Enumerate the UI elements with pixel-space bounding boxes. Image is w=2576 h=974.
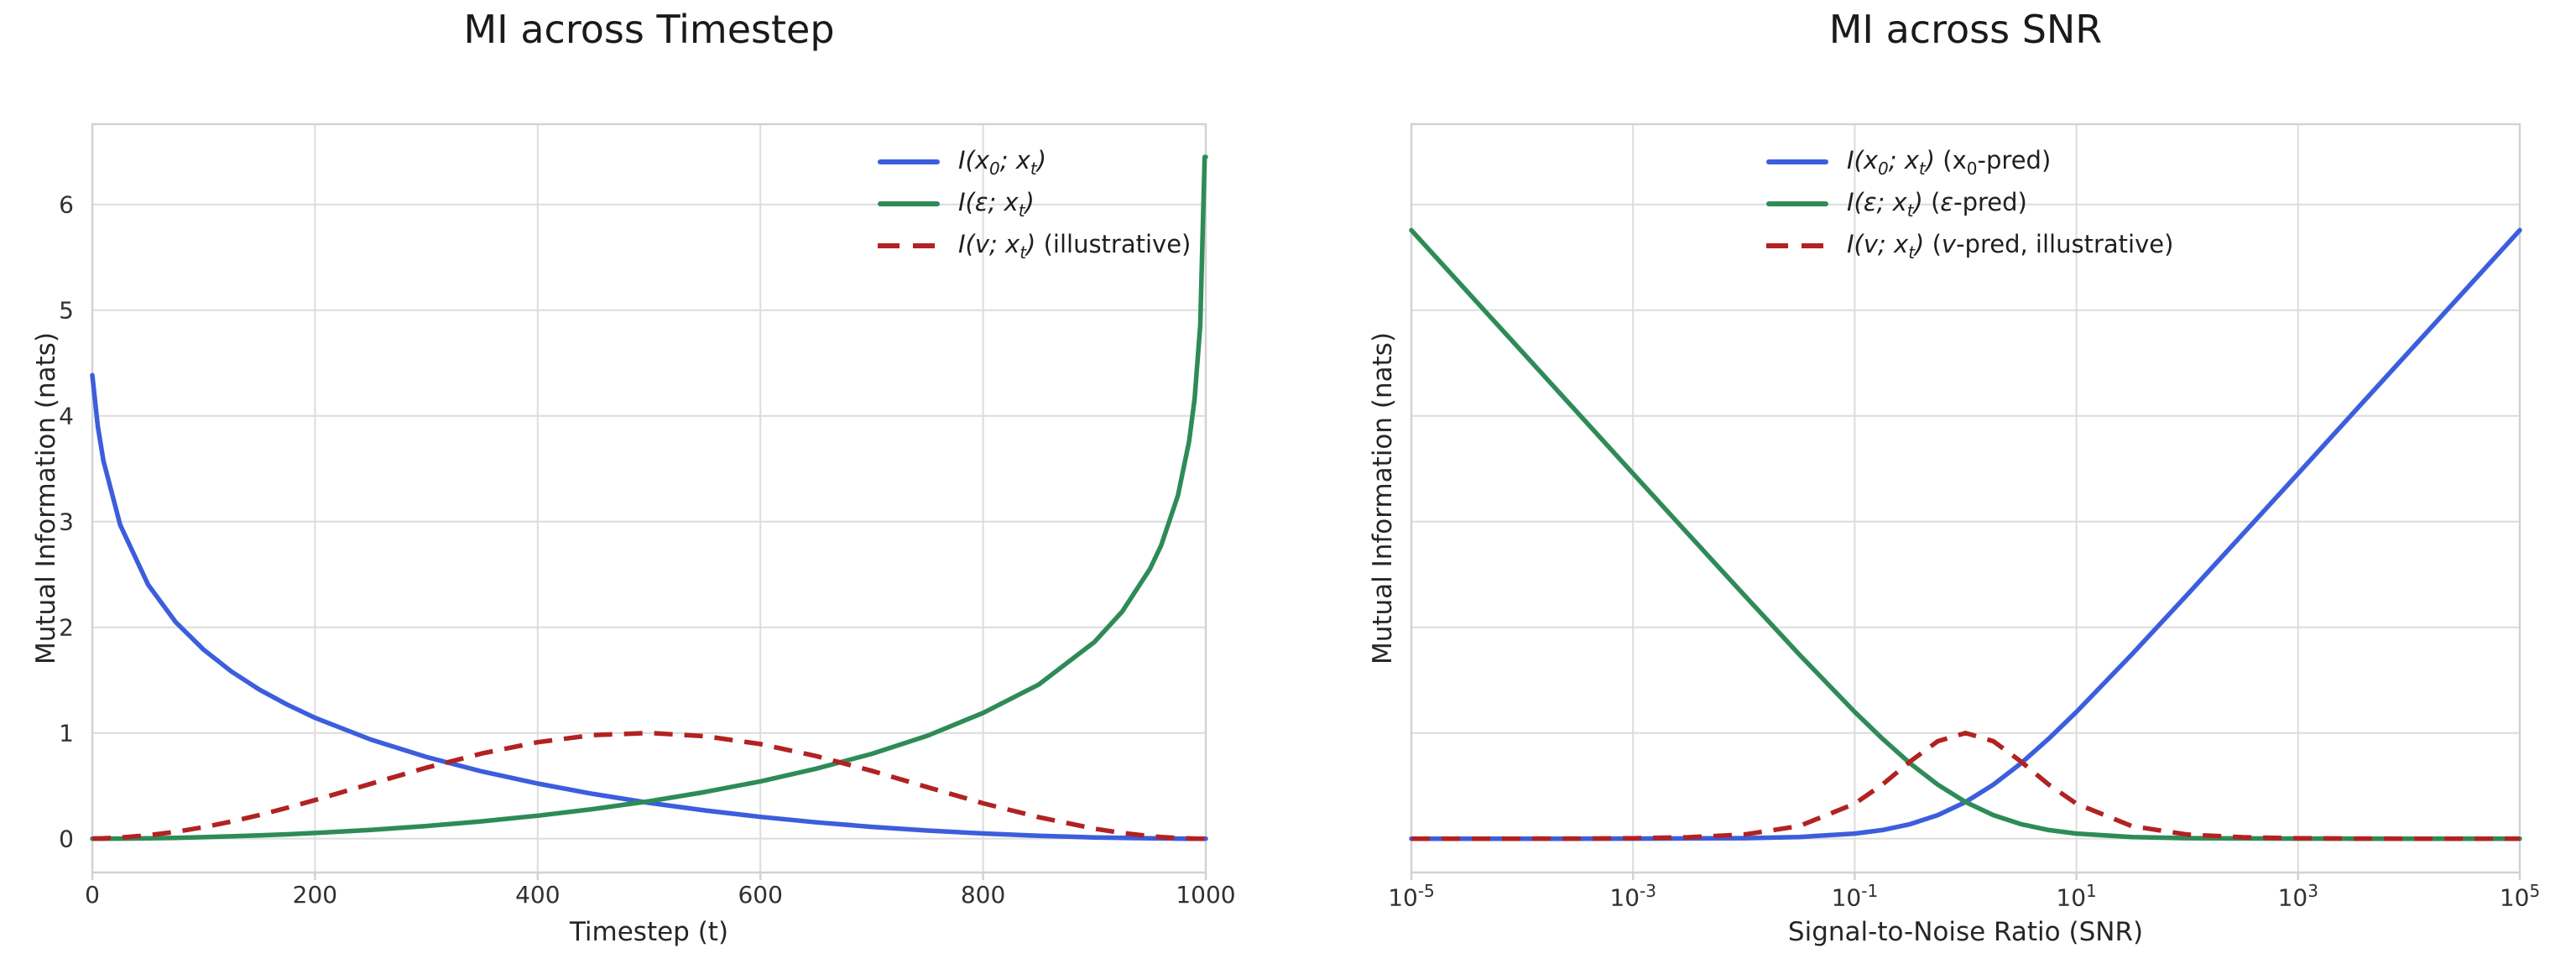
legend-item: I(x0; xt) (x0-pred) <box>1766 141 2173 183</box>
legend-label: I(ε; xt) (ε-pred) <box>1847 187 2027 221</box>
legend-item: I(v; xt) (v-pred, illustrative) <box>1766 225 2173 267</box>
series-curve-2 <box>91 730 1207 841</box>
y-tick-label: 1 <box>59 719 74 747</box>
x-tick-label: 200 <box>292 881 338 909</box>
dashed-line-swatch-icon <box>878 243 940 248</box>
axes-spines <box>1410 122 2521 874</box>
solid-line-swatch-icon <box>878 201 940 206</box>
legend-item: I(x0; xt) <box>878 141 1191 183</box>
left-xaxis-label: Timestep (t) <box>569 917 729 947</box>
x-tick-label: 10-5 <box>1388 881 1435 912</box>
right-xaxis-label: Signal-to-Noise Ratio (SNR) <box>1787 917 2144 947</box>
x-tick-label: 10-3 <box>1609 881 1656 912</box>
dashed-line-swatch-icon <box>1766 243 1828 248</box>
legend: I(x0; xt) I(ε; xt) I(v; xt) (illustrative) <box>878 141 1191 267</box>
y-tick-label: 6 <box>59 190 74 219</box>
x-tick-label: 400 <box>515 881 561 909</box>
solid-line-swatch-icon <box>878 159 940 164</box>
x-tick-label: 0 <box>85 881 100 909</box>
legend-label: I(x0; xt) (x0-pred) <box>1847 145 2052 179</box>
legend-item: I(v; xt) (illustrative) <box>878 225 1191 267</box>
legend: I(x0; xt) (x0-pred) I(ε; xt) (ε-pred) I(v;… <box>1766 141 2173 267</box>
x-tick-label: 105 <box>2499 881 2541 912</box>
series-curve-1 <box>1409 227 2522 841</box>
legend-label: I(v; xt) (illustrative) <box>958 229 1192 263</box>
series-curve-2 <box>1411 730 2520 841</box>
y-tick-label: 3 <box>59 508 74 536</box>
x-tick-label: 101 <box>2056 881 2097 912</box>
legend-label: I(ε; xt) <box>958 187 1035 221</box>
left-plot-title: MI across Timestep <box>463 7 835 52</box>
legend-item: I(ε; xt) <box>878 183 1191 225</box>
series-curve-0 <box>90 372 1208 841</box>
x-tick-label: 10-1 <box>1831 881 1879 912</box>
y-tick-label: 4 <box>59 402 74 430</box>
series-curve-1 <box>90 154 1208 841</box>
axes-spines <box>91 122 1207 874</box>
x-tick-label: 1000 <box>1176 881 1236 909</box>
legend-item: I(ε; xt) (ε-pred) <box>1766 183 2173 225</box>
right-yaxis-label: Mutual Information (nats) <box>1368 331 1398 665</box>
x-tick-label: 600 <box>738 881 783 909</box>
y-tick-label: 2 <box>59 613 74 642</box>
legend-label: I(x0; xt) <box>958 145 1047 179</box>
y-tick-label: 5 <box>59 296 74 325</box>
x-tick-label: 800 <box>960 881 1006 909</box>
y-tick-label: 0 <box>59 825 74 853</box>
right-plot-title: MI across SNR <box>1828 7 2103 52</box>
solid-line-swatch-icon <box>1766 159 1828 164</box>
solid-line-swatch-icon <box>1766 201 1828 206</box>
x-tick-label: 103 <box>2277 881 2318 912</box>
legend-label: I(v; xt) (v-pred, illustrative) <box>1847 229 2174 263</box>
series-curve-0 <box>1409 227 2522 841</box>
